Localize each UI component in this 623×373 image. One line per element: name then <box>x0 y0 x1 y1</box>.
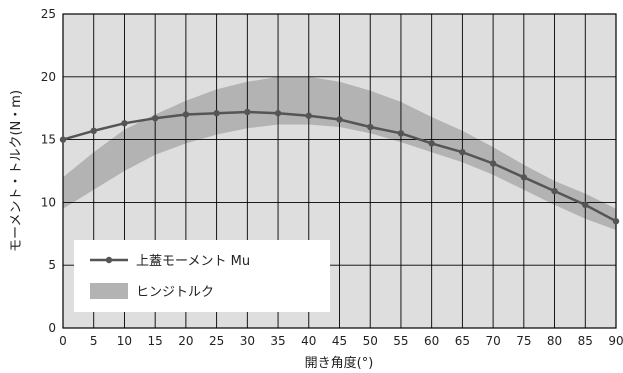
x-tick-label: 45 <box>332 334 347 348</box>
moment-point <box>336 116 343 123</box>
x-tick-label: 25 <box>209 334 224 348</box>
moment-point <box>582 201 589 209</box>
plot-frame <box>62 13 617 329</box>
y-tick-label: 0 <box>48 321 56 335</box>
legend: 上蓋モーメント Mu ヒンジトルク <box>74 240 330 312</box>
y-tick-label: 5 <box>48 258 56 272</box>
x-tick-label: 5 <box>90 334 98 348</box>
moment-point <box>428 140 435 147</box>
x-tick-label: 20 <box>178 334 193 348</box>
moment-point <box>367 123 374 131</box>
x-tick-labels: 0 5 10 15 20 25 30 35 40 45 50 55 60 65 70 75 80 85 90 <box>59 334 623 348</box>
x-tick-label: 15 <box>148 334 163 348</box>
x-tick-label: 35 <box>270 334 285 348</box>
x-tick-label: 55 <box>393 334 408 348</box>
moment-point <box>244 108 251 116</box>
moment-point <box>59 136 67 143</box>
legend-box <box>74 240 330 312</box>
x-tick-label: 65 <box>455 334 470 348</box>
legend-band-swatch <box>90 283 128 299</box>
x-tick-label: 70 <box>485 334 500 348</box>
x-tick-label: 10 <box>117 334 132 348</box>
legend-band-label: ヒンジトルク <box>136 285 214 300</box>
y-axis-label: モーメント・トルク(N・m) <box>9 90 24 252</box>
moment-line-layer <box>59 108 620 225</box>
y-tick-labels: 0 5 10 15 20 25 <box>41 7 56 335</box>
x-axis-label: 開き角度(°) <box>305 355 374 371</box>
y-tick-label: 20 <box>41 70 56 84</box>
moment-point <box>459 148 466 156</box>
moment-point <box>90 127 97 135</box>
moment-point <box>151 115 159 122</box>
moment-point <box>520 174 528 181</box>
moment-point <box>213 110 220 117</box>
moment-point <box>612 218 620 225</box>
moment-point <box>397 130 405 137</box>
x-tick-label: 30 <box>240 334 255 348</box>
y-tick-label: 15 <box>41 133 56 147</box>
moment-point <box>121 120 128 127</box>
x-tick-label: 75 <box>516 334 531 348</box>
y-tick-label: 10 <box>41 195 56 209</box>
x-tick-label: 60 <box>424 334 439 348</box>
moment-point <box>274 110 282 117</box>
legend-line-label: 上蓋モーメント Mu <box>136 254 250 269</box>
moment-point <box>305 112 312 119</box>
x-tick-label: 50 <box>363 334 378 348</box>
x-tick-label: 40 <box>301 334 316 348</box>
x-tick-label: 0 <box>59 334 67 348</box>
x-tick-label: 85 <box>578 334 593 348</box>
moment-point <box>551 187 558 195</box>
moment-point <box>489 160 497 167</box>
y-tick-label: 25 <box>41 7 56 21</box>
x-tick-label: 80 <box>547 334 562 348</box>
legend-marker <box>105 256 113 264</box>
x-tick-label: 90 <box>608 334 623 348</box>
moment-point <box>182 111 190 118</box>
